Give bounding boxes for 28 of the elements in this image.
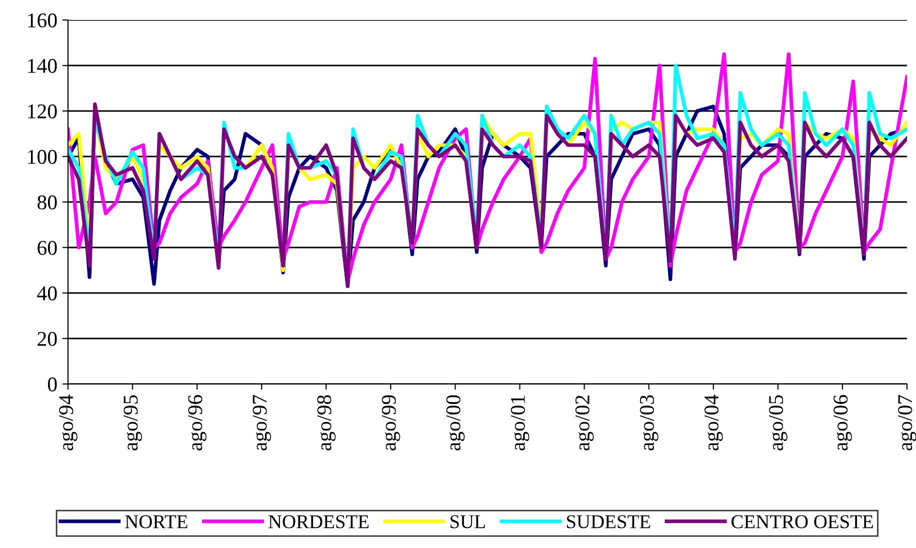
legend-label: SUL (450, 515, 485, 528)
x-tick-label: ago/97 (252, 395, 272, 450)
y-tick-label: 40 (37, 286, 57, 300)
x-tick-label: ago/95 (124, 395, 142, 450)
y-tick-label: 140 (28, 58, 57, 73)
y-tick-label: 20 (38, 332, 57, 346)
y-tick-label: 60 (38, 240, 57, 255)
y-tick-label: 120 (28, 104, 57, 118)
x-tick-label: ago/00 (446, 395, 465, 450)
y-tick-label: 0 (48, 377, 57, 392)
x-tick-label: ago/98 (317, 395, 336, 450)
x-tick-label: ago/02 (575, 396, 594, 450)
x-tick-label: ago/96 (188, 395, 207, 450)
y-tick-label: 160 (28, 13, 57, 28)
legend-label: NORDESTE (268, 515, 369, 528)
y-tick-label: 100 (28, 150, 57, 164)
legend-label: NORTE (125, 515, 188, 528)
x-tick-label: ago/99 (382, 395, 400, 450)
x-tick-label: ago/94 (59, 394, 78, 450)
x-tick-label: ago/04 (704, 394, 723, 450)
y-tick-label: 80 (38, 195, 57, 210)
x-tick-label: ago/03 (640, 395, 658, 450)
legend-label: CENTRO OESTE (732, 515, 873, 528)
x-tick-label: ago/06 (834, 395, 852, 450)
legend-label: SUDESTE (566, 515, 650, 528)
x-tick-label: ago/05 (769, 395, 788, 450)
x-tick-label: ago/01 (510, 396, 530, 450)
x-tick-label: ago/07 (898, 395, 916, 450)
